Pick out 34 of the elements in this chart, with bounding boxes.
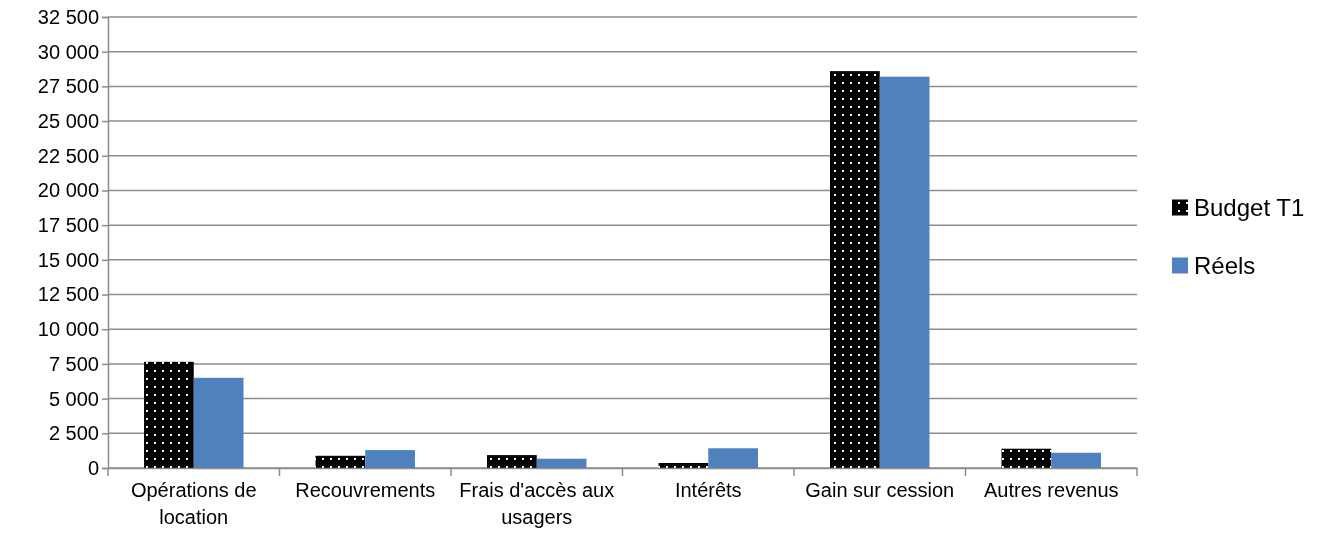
x-tick-label: Opérations de location (130, 479, 257, 528)
x-tick-label: Frais d'accès aux usagers (459, 479, 615, 528)
y-tick-label: 0 (87, 456, 99, 479)
y-tick-label: 12 500 (37, 283, 99, 306)
bar (315, 455, 366, 468)
y-tick-label: 5 000 (48, 387, 99, 410)
bar (487, 455, 537, 468)
y-tick-label: 15 000 (37, 248, 99, 271)
bar (658, 463, 709, 468)
legend-label: Budget T1 (1194, 193, 1305, 221)
bar (879, 76, 930, 468)
bar (144, 361, 194, 468)
y-tick-label: 22 500 (37, 144, 99, 167)
y-tick-label: 20 000 (37, 179, 99, 202)
y-tick-label: 25 000 (37, 109, 99, 132)
x-tick-label: Gain sur cession (805, 479, 955, 501)
y-tick-label: 30 000 (37, 40, 99, 63)
bar (708, 448, 758, 468)
bar (1051, 452, 1101, 468)
x-tick-label: Intérêts (674, 479, 742, 501)
legend-label: Réels (1194, 251, 1256, 279)
bar (365, 450, 415, 468)
y-tick-label: 2 500 (48, 422, 99, 445)
bar (193, 377, 244, 468)
bar (1001, 448, 1052, 468)
x-tick-label: Recouvrements (295, 479, 436, 501)
bar (536, 458, 587, 468)
y-tick-label: 27 500 (37, 75, 99, 98)
y-tick-label: 17 500 (37, 214, 99, 237)
y-tick-label: 10 000 (37, 318, 99, 341)
y-tick-label: 7 500 (48, 352, 99, 375)
x-tick-label: Autres revenus (983, 479, 1119, 501)
y-tick-label: 32 500 (37, 5, 99, 28)
bar (830, 71, 880, 468)
